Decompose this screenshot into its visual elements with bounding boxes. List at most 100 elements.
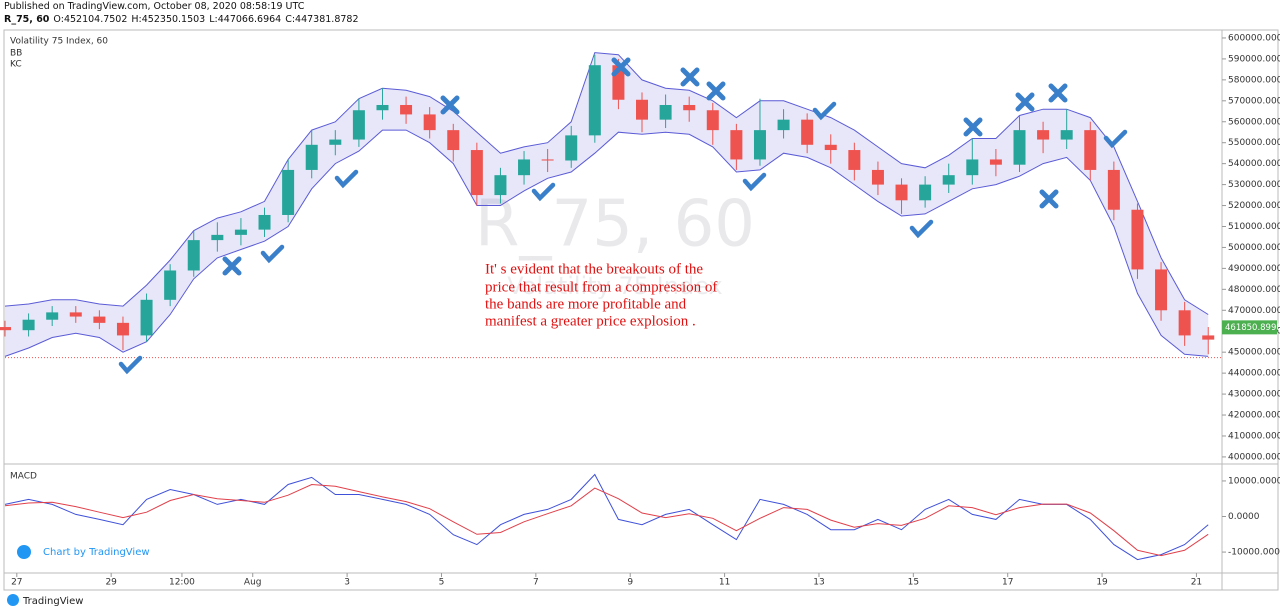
ohlc-label: L: (209, 14, 218, 25)
y-tick-label: 480000.0000 (1228, 285, 1280, 295)
ohlc-value: 452104.7502 (63, 14, 128, 25)
cross-mark (222, 256, 242, 276)
candle-body (1131, 209, 1144, 270)
x-tick-label: Aug (244, 578, 262, 588)
candle-body (730, 130, 743, 160)
candle-body (518, 159, 531, 176)
footer-logo (7, 594, 19, 606)
candle-body (164, 270, 177, 300)
badge-logo (17, 545, 31, 559)
pane-title: Volatility 75 Index, 60 (10, 37, 108, 47)
cross-mark (706, 81, 726, 101)
candle-body (447, 130, 460, 151)
header: Published on TradingView.com, October 08… (4, 0, 363, 26)
x-tick-label: 9 (627, 578, 633, 588)
candle-body (895, 184, 908, 201)
candle-body (1202, 335, 1215, 340)
check-mark (118, 355, 143, 375)
candle-body (0, 327, 11, 331)
y-tick-label: 510000.0000 (1228, 222, 1280, 232)
y-tick-label: 440000.0000 (1228, 369, 1280, 379)
y-tick-label: 450000.0000 (1228, 348, 1280, 358)
annotation-line: manifest a greater price explosion . (485, 313, 696, 329)
candle-body (1037, 130, 1050, 140)
candle-body (777, 119, 790, 131)
y-tick-label: 550000.0000 (1228, 138, 1280, 148)
x-tick-label: 27 (11, 578, 22, 588)
candle-body (1013, 130, 1026, 165)
candle-body (636, 99, 649, 120)
x-tick-label: 12:00 (169, 578, 195, 588)
check-mark (1103, 129, 1128, 149)
candle-body (659, 104, 672, 120)
candle-body (1060, 130, 1073, 140)
x-tick-label: 7 (533, 578, 539, 588)
candle-body (588, 65, 601, 136)
candle-body (400, 104, 413, 115)
ohlc-value: 447381.8782 (295, 14, 359, 25)
candle-body (376, 104, 389, 111)
x-tick-label: 5 (439, 578, 445, 588)
ohlc-label: H: (131, 14, 142, 25)
y-tick-label: 500000.0000 (1228, 243, 1280, 253)
cross-mark (963, 117, 983, 137)
x-tick-label: 17 (1002, 578, 1013, 588)
candle-body (824, 144, 837, 151)
last-price-box (1222, 320, 1277, 335)
y-tick-label: 570000.0000 (1228, 96, 1280, 106)
candle-body (541, 159, 554, 161)
cross-mark (1015, 92, 1035, 112)
candle-body (22, 319, 35, 331)
candle-body (942, 175, 955, 185)
annotation-line: price that result from a compression of (485, 279, 717, 295)
cross-mark (1039, 189, 1059, 209)
candle-body (683, 104, 696, 111)
candle-body (565, 135, 578, 161)
candle-body (871, 169, 884, 185)
candle-body (706, 110, 719, 131)
candle-body (187, 240, 200, 271)
candle-body (46, 312, 59, 320)
indicator-label: KC (10, 60, 22, 70)
cross-mark (440, 95, 460, 115)
ohlc-value: 447066.6964 (217, 14, 282, 25)
y-tick-label: 0.0000 (1228, 512, 1260, 522)
candle-body (1178, 310, 1191, 336)
indicator-label: BB (10, 49, 22, 59)
badge[interactable]: Chart by TradingView (12, 541, 150, 563)
ohlc-value: 452350.1503 (141, 14, 206, 25)
y-tick-label: 600000.0000 (1228, 33, 1280, 43)
published-line: Published on TradingView.com, October 08… (4, 1, 305, 12)
candle-body (140, 299, 153, 336)
candle-body (211, 234, 224, 241)
candle-body (848, 150, 861, 170)
y-tick-label: 560000.0000 (1228, 117, 1280, 127)
candle-body (1084, 130, 1097, 170)
frame (3, 29, 1279, 591)
badge-bg (12, 541, 140, 563)
y-tick-label: 490000.0000 (1228, 264, 1280, 274)
candle-body (305, 144, 318, 170)
x-tick-label: 15 (908, 578, 919, 588)
candle-body (69, 312, 82, 317)
annotation-line: the bands are more profitable and (485, 296, 687, 312)
x-tick-label: 13 (813, 578, 824, 588)
check-mark (531, 182, 556, 202)
watermark-sub: Volatility 75 Index (507, 272, 723, 300)
x-tick-label: 21 (1191, 578, 1202, 588)
candle-body (329, 139, 342, 145)
watermark: R_75, 60 (475, 188, 755, 262)
candle-body (93, 316, 106, 323)
cross-mark (611, 57, 631, 77)
y-tick-label: 520000.0000 (1228, 201, 1280, 211)
cross-mark (680, 67, 700, 87)
y-tick-label: 590000.0000 (1228, 54, 1280, 64)
check-mark (742, 172, 767, 192)
macd-line (4, 473, 1209, 561)
candle-body (989, 159, 1002, 165)
candle-body (966, 159, 979, 176)
candle-body (423, 114, 436, 131)
candle-body (1107, 169, 1120, 210)
annotation-line: It' s evident that the breakouts of the (485, 261, 703, 277)
y-tick-label: 580000.0000 (1228, 75, 1280, 85)
